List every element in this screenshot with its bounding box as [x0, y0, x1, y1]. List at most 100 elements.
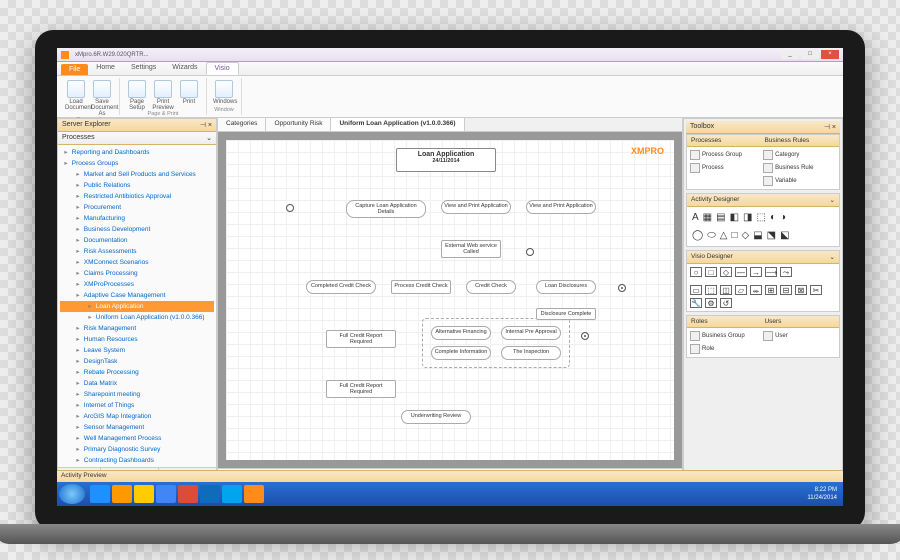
flow-node[interactable]: Capture Loan Application Details — [346, 200, 426, 218]
ribbon-tab-wizards[interactable]: Wizards — [164, 62, 205, 75]
diagram-title-box[interactable]: Loan Application 24/11/2014 — [396, 148, 496, 172]
designer-shape[interactable]: ◇ — [742, 230, 750, 241]
tree-item[interactable]: ▸ ArcGIS Map Integration — [60, 411, 214, 422]
flow-node[interactable]: Loan Disclosures — [536, 280, 596, 294]
tree-item[interactable]: ▸ XMConnect Scenarios — [60, 257, 214, 268]
end-event[interactable] — [618, 284, 626, 292]
taskbar-app[interactable] — [244, 485, 264, 503]
visio-shape[interactable]: ⟶ — [765, 267, 777, 277]
tree-item[interactable]: ▸ Claims Processing — [60, 268, 214, 279]
visio-shape[interactable]: ⤳ — [780, 267, 792, 277]
ribbon-button[interactable]: Save Document As — [91, 80, 113, 117]
minimize-button[interactable]: _ — [781, 50, 799, 59]
start-button[interactable] — [59, 484, 85, 504]
tree-item[interactable]: ▸ XMProProcesses — [60, 279, 214, 290]
taskbar-app[interactable] — [112, 485, 132, 503]
end-event[interactable] — [581, 332, 589, 340]
ribbon-button[interactable]: Page Setup — [126, 80, 148, 111]
designer-shape[interactable]: A — [692, 212, 699, 223]
tree-item[interactable]: ▸ Sensor Management — [60, 422, 214, 433]
ribbon-button[interactable]: Print Preview — [152, 80, 174, 111]
designer-shape[interactable]: ▦ — [703, 212, 712, 223]
tree-item[interactable]: ▸ Business Development — [60, 224, 214, 235]
section-header[interactable]: Visio Designer⌄ — [687, 251, 839, 264]
designer-shape[interactable]: ⬚ — [756, 212, 765, 223]
taskbar-app[interactable] — [134, 485, 154, 503]
visio-shape[interactable]: 🔧 — [690, 298, 702, 308]
tree-item[interactable]: ▸ Documentation — [60, 235, 214, 246]
visio-shape[interactable]: ◫ — [720, 285, 732, 295]
tool-item[interactable]: Business Rule — [763, 163, 833, 173]
taskbar-app[interactable] — [156, 485, 176, 503]
tree-item[interactable]: ▸ Risk Management — [60, 323, 214, 334]
designer-shape[interactable]: ⬕ — [780, 230, 789, 241]
taskbar-app[interactable] — [90, 485, 110, 503]
start-event[interactable] — [286, 204, 294, 212]
ribbon-tab-visio[interactable]: Visio — [206, 62, 239, 75]
tree-item[interactable]: ▸ Internet of Things — [60, 400, 214, 411]
flow-node[interactable]: External Web service Called — [441, 240, 501, 258]
visio-shape[interactable]: ○ — [690, 267, 702, 277]
taskbar-app[interactable] — [222, 485, 242, 503]
tree-item[interactable]: ▸ Human Resources — [60, 334, 214, 345]
designer-shape[interactable]: ⬭ — [707, 230, 716, 241]
designer-shape[interactable]: ◐ — [770, 212, 776, 223]
taskbar-app[interactable] — [200, 485, 220, 503]
tool-item[interactable]: Process Group — [690, 150, 760, 160]
tree-item[interactable]: ▸ Leave System — [60, 345, 214, 356]
tree-item[interactable]: ▸ Rebate Processing — [60, 367, 214, 378]
tree-item[interactable]: ▸ Public Relations — [60, 180, 214, 191]
designer-shape[interactable]: ▤ — [716, 212, 725, 223]
flow-node[interactable]: Full Credit Report Required — [326, 330, 396, 348]
visio-shape[interactable]: □ — [705, 267, 717, 277]
tree-item[interactable]: ▸ Well Management Process — [60, 433, 214, 444]
document-tab[interactable]: Opportunity Risk — [266, 118, 331, 131]
tree-item[interactable]: ▸ Primary Diagnostic Survey — [60, 444, 214, 455]
taskbar-app[interactable] — [178, 485, 198, 503]
visio-shape[interactable]: ⬰ — [750, 285, 762, 295]
flow-node[interactable]: Complete Information — [431, 346, 491, 360]
flow-node[interactable]: Disclosure Complete — [536, 308, 596, 320]
document-tab[interactable]: Categories — [218, 118, 266, 131]
designer-shape[interactable]: ◧ — [730, 212, 739, 223]
document-tab[interactable]: Uniform Loan Application (v1.0.0.366) — [331, 118, 464, 131]
visio-shape[interactable]: ▭ — [690, 285, 702, 295]
designer-shape[interactable]: ⬔ — [767, 230, 776, 241]
visio-shape[interactable]: ✂ — [810, 285, 822, 295]
diagram-canvas[interactable]: XMPRO Loan Application 24/11/2014 Captur… — [226, 140, 674, 460]
visio-shape[interactable]: ⚙ — [705, 298, 717, 308]
visio-shape[interactable]: — — [735, 267, 747, 277]
designer-shape[interactable]: ◑ — [780, 212, 786, 223]
visio-shape[interactable]: ◇ — [720, 267, 732, 277]
collapse-icon[interactable]: ⌄ — [206, 134, 212, 142]
tree-item[interactable]: ▸ Manufacturing — [60, 213, 214, 224]
flow-node[interactable]: Process Credit Check — [391, 280, 451, 294]
activity-preview-bar[interactable]: Activity Preview — [57, 470, 843, 482]
flow-node[interactable]: Underwriting Review — [401, 410, 471, 424]
ribbon-tab-home[interactable]: Home — [88, 62, 123, 75]
flow-node[interactable]: Credit Check — [466, 280, 516, 294]
tree-item[interactable]: ▸ Loan Application — [60, 301, 214, 312]
flow-node[interactable]: View and Print Application — [526, 200, 596, 214]
designer-shape[interactable]: △ — [720, 230, 728, 241]
tool-item[interactable]: Process — [690, 163, 760, 173]
tree-item[interactable]: ▸ Uniform Loan Application (v1.0.0.366) — [60, 312, 214, 323]
tree-item[interactable]: ▸ Contracting Dashboards — [60, 455, 214, 466]
canvas-viewport[interactable]: XMPRO Loan Application 24/11/2014 Captur… — [218, 132, 682, 468]
tree-item[interactable]: ▸ Process Groups — [60, 158, 214, 169]
visio-shape[interactable]: ⬚ — [705, 285, 717, 295]
designer-shape[interactable]: ◯ — [692, 230, 703, 241]
tree-item[interactable]: ▸ Market and Sell Products and Services — [60, 169, 214, 180]
section-header[interactable]: Activity Designer⌄ — [687, 194, 839, 207]
tree-item[interactable]: ▸ Data Matrix — [60, 378, 214, 389]
maximize-button[interactable]: □ — [801, 50, 819, 59]
flow-node[interactable]: Full Credit Report Required — [326, 380, 396, 398]
flow-node[interactable]: Alternative Financing — [431, 326, 491, 340]
flow-node[interactable]: View and Print Application — [441, 200, 511, 214]
flow-node[interactable]: The Inspection — [501, 346, 561, 360]
tool-item[interactable]: Business Group — [690, 331, 760, 341]
visio-shape[interactable]: → — [750, 267, 762, 277]
tool-item[interactable]: User — [763, 331, 833, 341]
visio-shape[interactable]: ⊠ — [795, 285, 807, 295]
start-event[interactable] — [526, 248, 534, 256]
